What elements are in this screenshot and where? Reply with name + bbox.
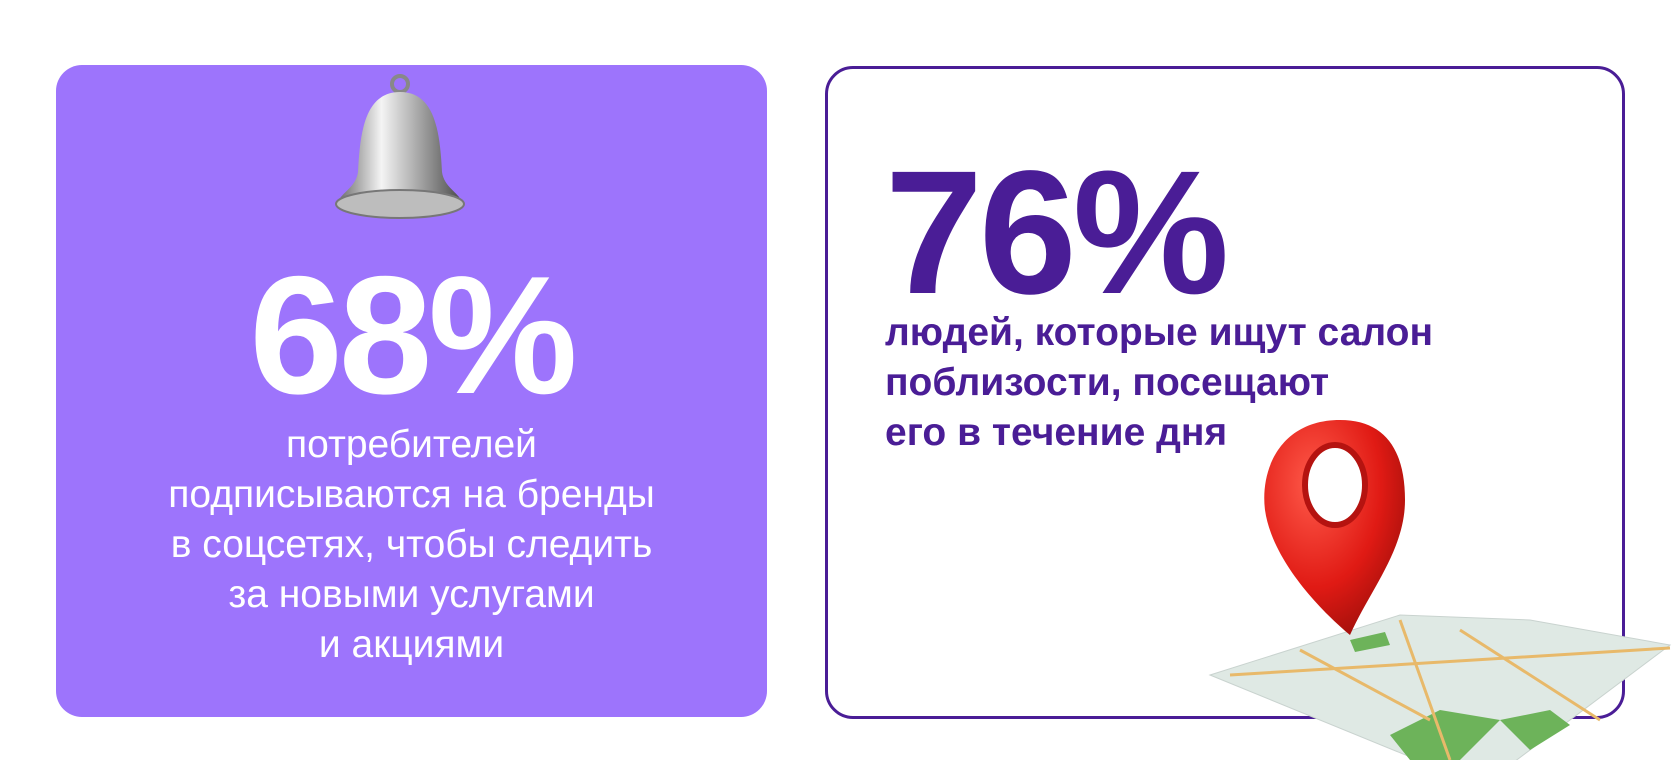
stat-description-right: людей, которые ищут салон поблизости, по… (885, 308, 1433, 458)
text-line: поблизости, посещают (885, 361, 1330, 404)
text-line: в соцсетях, чтобы следить (170, 523, 653, 566)
text-line: потребителей (286, 423, 537, 466)
text-line: и акциями (318, 623, 505, 666)
bell-icon (335, 74, 465, 219)
text-line: его в течение дня (885, 411, 1228, 454)
text-line: подписываются на бренды (168, 473, 655, 516)
stat-value-left: 68% (249, 241, 577, 429)
text-line: людей, которые ищут салон (885, 311, 1434, 354)
map-pin-icon (1208, 420, 1672, 760)
stat-value-right: 76% (885, 135, 1229, 331)
stat-card-right (825, 66, 1625, 719)
stat-description-left: потребителей подписываются на бренды в с… (56, 420, 767, 670)
text-line: за новыми услугами (228, 573, 595, 616)
